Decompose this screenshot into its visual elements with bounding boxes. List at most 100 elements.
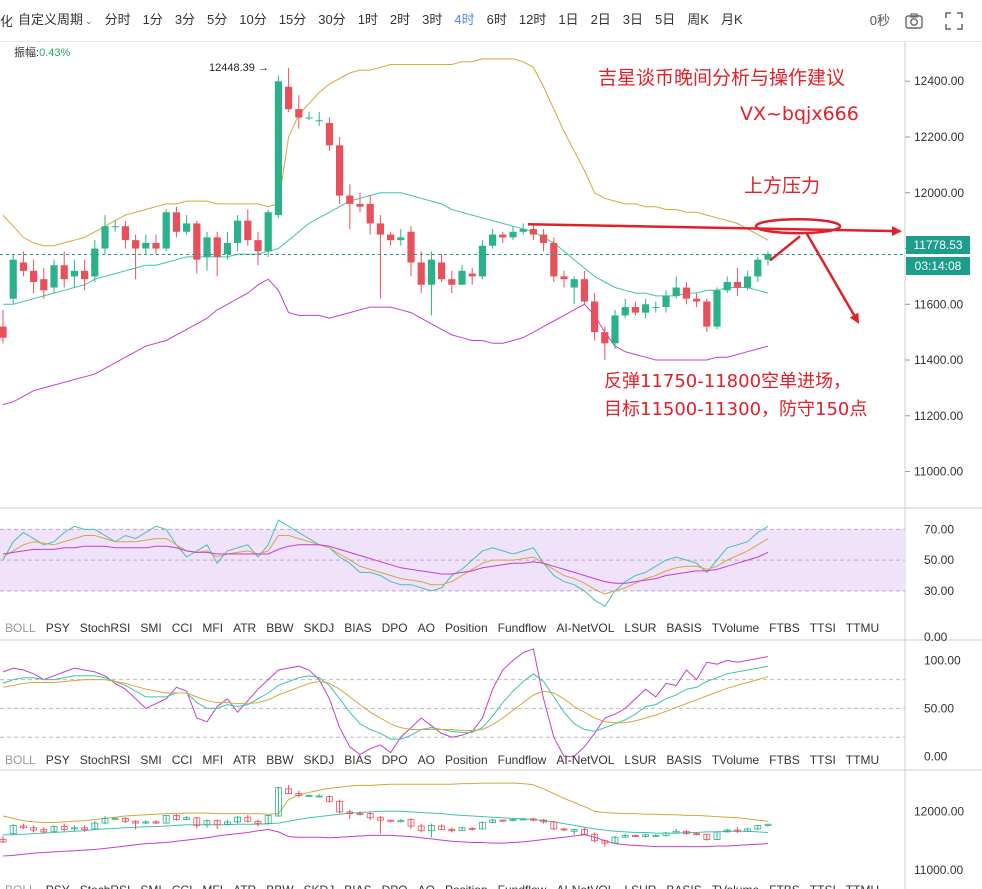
timeframe-5[interactable]: 10分 (233, 0, 272, 42)
indicator-tab-ao[interactable]: AO (417, 621, 435, 635)
timeframe-7[interactable]: 30分 (312, 0, 351, 42)
indicator-tab-stochrsi[interactable]: StochRSI (79, 753, 131, 767)
indicator-tab-ttsi[interactable]: TTSI (809, 621, 836, 635)
timeframe-19[interactable]: 月K (715, 0, 749, 42)
indicator-tab-skdj[interactable]: SKDJ (303, 753, 335, 767)
timeframe-14[interactable]: 1日 (552, 0, 584, 42)
indicator-tab-position[interactable]: Position (444, 753, 488, 767)
indicator-tab-ttmu[interactable]: TTMU (841, 883, 884, 889)
indicator-tab-fundflow[interactable]: Fundflow (497, 621, 547, 635)
indicator-tab-ao[interactable]: AO (413, 883, 440, 889)
indicator-tab-mfi[interactable]: MFI (197, 883, 228, 889)
candle-body (499, 234, 507, 238)
indicator-tab-ftbs[interactable]: FTBS (769, 621, 800, 635)
camera-icon[interactable] (904, 11, 924, 31)
indicator-tab-basis[interactable]: BASIS (666, 753, 702, 767)
indicator-tab-dpo[interactable]: DPO (377, 883, 413, 889)
indicator-tab-lsur[interactable]: LSUR (624, 621, 657, 635)
indicator-tab-position[interactable]: Position (444, 621, 488, 635)
timeframe-17[interactable]: 5日 (649, 0, 681, 42)
indicator-tab-smi[interactable]: SMI (140, 753, 162, 767)
indicator-tab-dpo[interactable]: DPO (381, 621, 408, 635)
indicator-tab-ai-netvol[interactable]: AI-NetVOL (556, 621, 615, 635)
candle-body (111, 226, 119, 228)
indicator-tab-psy[interactable]: PSY (41, 883, 75, 889)
timeframe-6[interactable]: 15分 (273, 0, 312, 42)
indicator-tab-tvolume[interactable]: TVolume (711, 753, 760, 767)
rsi-panel[interactable] (0, 519, 905, 607)
candle-body (631, 307, 639, 313)
timeframe-4[interactable]: 5分 (201, 0, 233, 42)
indicator-tab-dpo[interactable]: DPO (381, 753, 408, 767)
indicator-tab-atr[interactable]: ATR (233, 621, 257, 635)
indicator-tab-psy[interactable]: PSY (45, 621, 70, 635)
timeframe-3[interactable]: 3分 (169, 0, 201, 42)
indicator-tab-ai-netvol[interactable]: AI-NetVOL (556, 753, 615, 767)
timeframe-8[interactable]: 1时 (352, 0, 384, 42)
indicator-tab-ao[interactable]: AO (417, 753, 435, 767)
timeframe-15[interactable]: 2日 (585, 0, 617, 42)
indicator-tab-cci[interactable]: CCI (167, 883, 198, 889)
indicator-tab-stochrsi[interactable]: StochRSI (79, 621, 131, 635)
indicator-tab-boll[interactable]: BOLL (5, 621, 36, 635)
indicator-tab-boll[interactable]: BOLL (5, 753, 36, 767)
indicator-tab-bias[interactable]: BIAS (339, 883, 376, 889)
indicator-tab-position[interactable]: Position (440, 883, 493, 889)
indicator-tab-boll[interactable]: BOLL (0, 883, 41, 889)
indicator-tab-atr[interactable]: ATR (233, 753, 257, 767)
mini-candle-body (183, 817, 191, 820)
indicator-tab-tvolume[interactable]: TVolume (711, 621, 760, 635)
indicator-tab-bbw[interactable]: BBW (261, 883, 298, 889)
indicator-tab-bias[interactable]: BIAS (344, 753, 372, 767)
indicator-tab-lsur[interactable]: LSUR (624, 753, 657, 767)
indicator-tab-mfi[interactable]: MFI (202, 621, 224, 635)
indicator-tab-ttmu[interactable]: TTMU (845, 621, 880, 635)
kdj-panel[interactable] (0, 648, 905, 757)
indicator-tab-atr[interactable]: ATR (228, 883, 261, 889)
mini-candle-body (397, 820, 405, 823)
timeframe-9[interactable]: 2时 (384, 0, 416, 42)
timeframe-11[interactable]: 4时 (448, 0, 480, 42)
indicator-tab-tvolume[interactable]: TVolume (707, 883, 764, 889)
y-tick-label: 12200.00 (914, 130, 964, 144)
indicator-tab-smi[interactable]: SMI (135, 883, 166, 889)
indicator-tab-psy[interactable]: PSY (45, 753, 70, 767)
candlestick-panel[interactable] (0, 58, 905, 406)
indicator-tab-lsur[interactable]: LSUR (619, 883, 661, 889)
indicator-tab-ttsi[interactable]: TTSI (809, 753, 836, 767)
timeframe-12[interactable]: 6时 (481, 0, 513, 42)
mini-boll-panel[interactable] (0, 782, 772, 857)
timeframe-18[interactable]: 周K (681, 0, 715, 42)
timeframe-13[interactable]: 12时 (513, 0, 552, 42)
timeframe-16[interactable]: 3日 (617, 0, 649, 42)
indicator-tab-basis[interactable]: BASIS (666, 621, 702, 635)
indicator-tab-bbw[interactable]: BBW (266, 753, 294, 767)
timeframe-2[interactable]: 1分 (137, 0, 169, 42)
indicator-tab-basis[interactable]: BASIS (661, 883, 706, 889)
timeframe-0[interactable]: 自定义周期 ⌄ (12, 0, 99, 42)
indicator-tab-ftbs[interactable]: FTBS (764, 883, 805, 889)
timeframe-1[interactable]: 分时 (99, 0, 137, 42)
indicator-tab-skdj[interactable]: SKDJ (303, 621, 335, 635)
indicator-tab-cci[interactable]: CCI (171, 753, 193, 767)
indicator-tab-mfi[interactable]: MFI (202, 753, 224, 767)
timeframe-10[interactable]: 3时 (416, 0, 448, 42)
indicator-tab-ttsi[interactable]: TTSI (805, 883, 841, 889)
indicator-tab-cci[interactable]: CCI (171, 621, 193, 635)
indicator-tab-ftbs[interactable]: FTBS (769, 753, 800, 767)
candle-body (223, 242, 231, 255)
indicator-tab-fundflow[interactable]: Fundflow (493, 883, 552, 889)
candle (132, 234, 140, 280)
indicator-tab-stochrsi[interactable]: StochRSI (75, 883, 136, 889)
indicator-tab-fundflow[interactable]: Fundflow (497, 753, 547, 767)
mini-candle (91, 821, 99, 831)
fullscreen-icon[interactable] (944, 11, 964, 31)
resistance-arrow (527, 222, 902, 237)
indicator-tab-bias[interactable]: BIAS (344, 621, 372, 635)
indicator-tab-smi[interactable]: SMI (140, 621, 162, 635)
indicator-tab-skdj[interactable]: SKDJ (299, 883, 340, 889)
indicator-tab-ai-netvol[interactable]: AI-NetVOL (551, 883, 619, 889)
indicator-tab-ttmu[interactable]: TTMU (845, 753, 880, 767)
indicator-tab-bbw[interactable]: BBW (266, 621, 294, 635)
